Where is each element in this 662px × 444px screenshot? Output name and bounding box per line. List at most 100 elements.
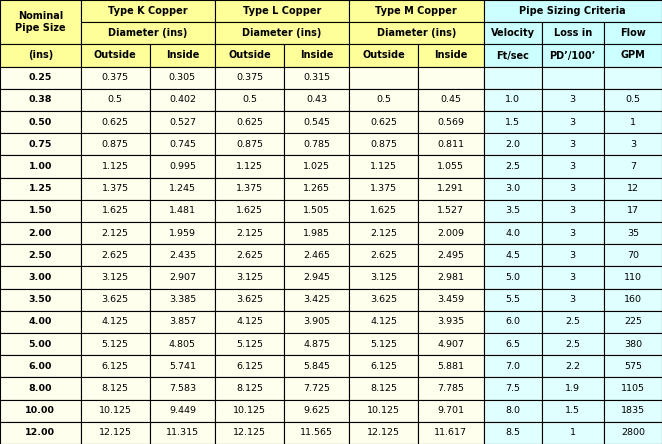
Text: 0.875: 0.875 (370, 140, 397, 149)
Bar (284, 422, 350, 444)
Bar (483, 244, 542, 266)
Bar (483, 89, 542, 111)
Bar (0, 422, 81, 444)
Bar (418, 178, 483, 200)
Bar (215, 333, 284, 355)
Text: 5.845: 5.845 (303, 362, 330, 371)
Bar (215, 44, 284, 67)
Text: 3.50: 3.50 (28, 295, 52, 304)
Text: 3: 3 (630, 140, 636, 149)
Text: 1.625: 1.625 (102, 206, 128, 215)
Text: 0.5: 0.5 (108, 95, 122, 104)
Bar (483, 266, 542, 289)
Bar (542, 311, 604, 333)
Bar (0, 155, 81, 178)
Text: 2800: 2800 (621, 428, 645, 437)
Text: 8.0: 8.0 (505, 406, 520, 415)
Text: 0.50: 0.50 (28, 118, 52, 127)
Bar (542, 266, 604, 289)
Text: 8.125: 8.125 (102, 384, 128, 393)
Bar (418, 400, 483, 422)
Text: 0.315: 0.315 (303, 73, 330, 82)
Bar (350, 67, 418, 89)
Text: Flow: Flow (620, 28, 645, 38)
Text: 2.5: 2.5 (565, 340, 581, 349)
Text: 4.5: 4.5 (505, 251, 520, 260)
Bar (215, 422, 284, 444)
Bar (350, 200, 418, 222)
Text: 6.00: 6.00 (28, 362, 52, 371)
Bar (483, 111, 542, 133)
Bar (604, 22, 662, 44)
Bar (81, 400, 150, 422)
Bar (81, 133, 150, 155)
Text: 5.881: 5.881 (438, 362, 465, 371)
Text: 4.0: 4.0 (505, 229, 520, 238)
Text: 3.425: 3.425 (303, 295, 330, 304)
Bar (150, 400, 215, 422)
Text: 0.5: 0.5 (242, 95, 257, 104)
Bar (483, 0, 662, 22)
Text: 5.00: 5.00 (28, 340, 52, 349)
Text: 0.875: 0.875 (236, 140, 263, 149)
Text: 1.291: 1.291 (438, 184, 465, 193)
Text: 6.125: 6.125 (370, 362, 397, 371)
Bar (418, 155, 483, 178)
Bar (150, 111, 215, 133)
Text: 1.625: 1.625 (370, 206, 397, 215)
Text: 2.465: 2.465 (303, 251, 330, 260)
Text: 9.701: 9.701 (438, 406, 465, 415)
Text: 2.625: 2.625 (370, 251, 397, 260)
Bar (81, 311, 150, 333)
Text: 6.5: 6.5 (505, 340, 520, 349)
Bar (81, 333, 150, 355)
Text: 3: 3 (570, 184, 576, 193)
Text: 1.9: 1.9 (565, 384, 581, 393)
Text: 3.125: 3.125 (102, 273, 129, 282)
Text: 1.375: 1.375 (236, 184, 263, 193)
Text: 0.375: 0.375 (236, 73, 263, 82)
Bar (350, 0, 483, 22)
Bar (483, 67, 542, 89)
Text: 3: 3 (570, 229, 576, 238)
Bar (81, 0, 215, 22)
Text: GPM: GPM (620, 51, 645, 60)
Text: 8.5: 8.5 (505, 428, 520, 437)
Text: 1.481: 1.481 (169, 206, 196, 215)
Text: 380: 380 (624, 340, 642, 349)
Text: 1.375: 1.375 (370, 184, 397, 193)
Text: Pipe Sizing Criteria: Pipe Sizing Criteria (520, 6, 626, 16)
Bar (542, 44, 604, 67)
Bar (150, 200, 215, 222)
Bar (215, 311, 284, 333)
Text: 2.625: 2.625 (236, 251, 263, 260)
Text: 0.625: 0.625 (102, 118, 128, 127)
Bar (284, 311, 350, 333)
Bar (350, 178, 418, 200)
Text: 2.907: 2.907 (169, 273, 196, 282)
Bar (542, 289, 604, 311)
Text: 1: 1 (630, 118, 636, 127)
Bar (350, 111, 418, 133)
Text: 0.305: 0.305 (169, 73, 196, 82)
Text: Outside: Outside (362, 51, 405, 60)
Bar (284, 200, 350, 222)
Bar (81, 178, 150, 200)
Text: 6.0: 6.0 (505, 317, 520, 326)
Text: 3.00: 3.00 (28, 273, 52, 282)
Text: 12: 12 (627, 184, 639, 193)
Bar (604, 289, 662, 311)
Bar (284, 178, 350, 200)
Text: 7.5: 7.5 (505, 384, 520, 393)
Text: 11.565: 11.565 (300, 428, 333, 437)
Bar (604, 266, 662, 289)
Text: 1.50: 1.50 (28, 206, 52, 215)
Text: 1.375: 1.375 (102, 184, 129, 193)
Bar (284, 133, 350, 155)
Bar (150, 178, 215, 200)
Bar (284, 67, 350, 89)
Bar (81, 422, 150, 444)
Bar (284, 400, 350, 422)
Bar (81, 111, 150, 133)
Text: Type L Copper: Type L Copper (243, 6, 321, 16)
